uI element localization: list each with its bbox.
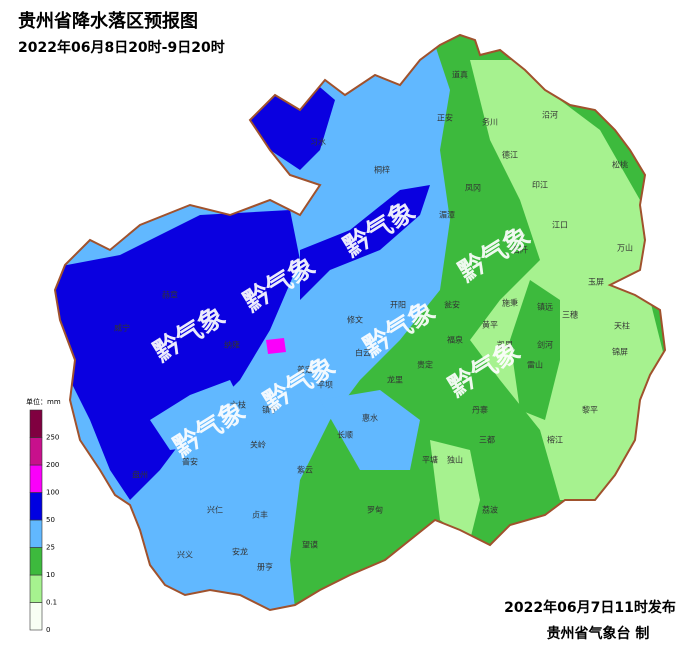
place-label: 贞丰 <box>252 510 268 520</box>
area-0.1-10 <box>430 440 480 540</box>
place-label: 普安 <box>182 457 198 467</box>
place-label: 沿河 <box>542 110 558 120</box>
place-label: 天柱 <box>614 321 630 331</box>
area-25-50 <box>150 380 250 450</box>
place-label: 兴仁 <box>207 505 223 515</box>
place-label: 荔波 <box>482 505 498 515</box>
legend-swatch <box>29 437 43 466</box>
place-label: 平塘 <box>422 455 438 465</box>
place-label: 独山 <box>447 455 463 465</box>
place-label: 紫云 <box>297 466 313 475</box>
place-label: 镇远 <box>537 302 553 312</box>
place-label: 镇宁 <box>262 405 278 415</box>
maker: 贵州省气象台 制 <box>547 625 650 642</box>
area-100-200 <box>266 338 286 354</box>
legend-label: 50 <box>46 516 55 524</box>
place-label: 桐梓 <box>374 165 390 175</box>
place-label: 德江 <box>502 150 518 160</box>
area-50-100 <box>55 210 300 500</box>
place-label: 道真 <box>452 70 468 80</box>
legend-label: 25 <box>46 544 55 552</box>
place-label: 三穗 <box>562 310 578 320</box>
place-label: 册亨 <box>257 562 273 572</box>
legend-label: 10 <box>46 571 55 579</box>
place-label: 松桃 <box>612 160 628 170</box>
place-label: 印江 <box>532 181 548 190</box>
legend-swatch <box>29 409 43 438</box>
place-label: 黄平 <box>482 320 498 330</box>
place-label: 白云 <box>355 348 371 358</box>
legend-swatch <box>29 492 43 521</box>
place-label: 安龙 <box>232 547 248 557</box>
legend-swatch <box>29 464 43 493</box>
legend-swatch <box>29 547 43 576</box>
place-label: 丹寨 <box>472 405 488 415</box>
place-label: 平坝 <box>317 381 333 390</box>
place-label: 三都 <box>479 436 495 445</box>
place-label: 剑河 <box>537 340 553 350</box>
legend-label: 200 <box>46 461 59 469</box>
place-label: 威宁 <box>114 323 130 333</box>
place-label: 关岭 <box>250 440 266 450</box>
place-label: 长顺 <box>337 430 353 440</box>
place-label: 瓮安 <box>444 300 460 310</box>
place-label: 兴义 <box>177 551 193 560</box>
legend-swatch <box>29 602 43 631</box>
legend-label: 0.1 <box>46 599 57 607</box>
place-label: 玉屏 <box>588 278 604 287</box>
place-label: 湄潭 <box>439 211 455 220</box>
subtitle: 2022年06月8日20时-9日20时 <box>18 39 225 56</box>
place-label: 纳雍 <box>224 340 240 350</box>
area-50-100 <box>300 185 430 300</box>
legend-swatch <box>29 574 43 603</box>
place-label: 江口 <box>552 221 568 230</box>
place-label: 石阡 <box>512 246 528 255</box>
area-10-25 <box>510 280 560 420</box>
area-25-50 <box>320 390 420 470</box>
title: 贵州省降水落区预报图 <box>18 10 198 32</box>
place-label: 赫章 <box>162 290 178 300</box>
legend-swatch <box>29 519 43 548</box>
place-label: 锦屏 <box>612 347 628 357</box>
legend-unit: 单位：mm <box>26 397 61 406</box>
place-label: 贵定 <box>417 360 433 370</box>
legend-label: 250 <box>46 434 59 442</box>
place-label: 务川 <box>482 117 498 127</box>
legend-label: 0 <box>46 626 50 634</box>
place-label: 修文 <box>347 315 363 325</box>
place-label: 黎平 <box>582 405 598 415</box>
legend-label: 100 <box>46 489 59 497</box>
place-label: 望谟 <box>302 540 318 550</box>
place-label: 普定 <box>297 365 313 375</box>
place-label: 雷山 <box>527 360 543 370</box>
place-label: 万山 <box>617 243 633 253</box>
place-label: 龙里 <box>387 375 403 385</box>
place-label: 施秉 <box>502 298 518 308</box>
place-label: 凯里 <box>497 340 513 350</box>
place-label: 盘州 <box>132 470 148 480</box>
place-label: 福泉 <box>447 335 463 345</box>
place-label: 开阳 <box>390 301 406 310</box>
place-label: 榕江 <box>547 435 563 445</box>
place-label: 习水 <box>310 137 326 147</box>
place-label: 正安 <box>437 113 453 123</box>
place-label: 六枝 <box>230 400 246 410</box>
place-label: 惠水 <box>362 413 378 423</box>
place-label: 凤冈 <box>465 184 481 193</box>
issued: 2022年06月7日11时发布 <box>504 599 676 616</box>
place-label: 罗甸 <box>367 505 383 515</box>
legend: 0 0.1 10 25 50 100 200 250 <box>29 409 59 634</box>
